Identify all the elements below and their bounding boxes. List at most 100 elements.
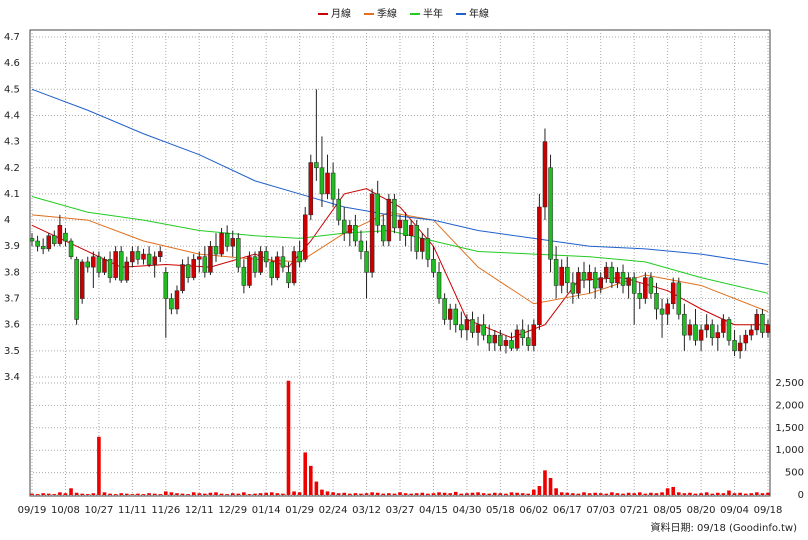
- volume-bar: [755, 492, 759, 495]
- candle-body: [453, 308, 459, 325]
- volume-bar: [342, 492, 347, 495]
- volume-bar: [52, 494, 57, 495]
- candle-body: [314, 162, 319, 169]
- volume-bar: [331, 492, 335, 495]
- candle-body: [637, 293, 643, 299]
- volume-bar: [738, 492, 742, 495]
- y-tick-label: 4.1: [4, 189, 20, 200]
- volume-bar: [236, 493, 241, 495]
- candle-body: [280, 256, 286, 268]
- candle-body: [157, 251, 163, 257]
- x-tick-label: 04/15: [419, 505, 448, 516]
- y-tick-label: 4: [4, 215, 10, 226]
- candle-body: [509, 340, 514, 349]
- candle-body: [263, 251, 269, 263]
- candle-body: [475, 324, 481, 333]
- candle-body: [693, 324, 698, 341]
- volume-bar: [230, 493, 235, 495]
- candle-body: [180, 264, 185, 291]
- volume-bar: [453, 491, 458, 495]
- candle-body: [481, 324, 486, 336]
- candle-body: [386, 198, 392, 242]
- candle-body: [375, 193, 380, 226]
- candle-body: [213, 245, 219, 255]
- volume-bar: [286, 380, 291, 495]
- candle-body: [185, 264, 191, 278]
- volume-bar: [258, 493, 263, 495]
- y-tick-label: 4.4: [4, 110, 20, 121]
- y-tick-label: 3.9: [4, 241, 20, 252]
- candle-body: [587, 272, 592, 281]
- candle-body: [297, 251, 302, 263]
- candle-body: [559, 266, 564, 286]
- volume-bar: [381, 493, 386, 495]
- candle-body: [682, 313, 687, 336]
- x-tick-label: 12/11: [185, 505, 214, 516]
- x-tick-label: 05/18: [486, 505, 515, 516]
- x-tick-label: 11/11: [118, 505, 147, 516]
- volume-bar: [576, 493, 581, 495]
- candle-body: [442, 298, 447, 320]
- volume-bar: [69, 488, 73, 495]
- candle-body: [704, 324, 709, 331]
- volume-bar: [559, 492, 564, 495]
- candle-body: [35, 240, 40, 247]
- volume-bar: [186, 494, 190, 495]
- volume-bar: [476, 492, 480, 495]
- candle-body: [581, 272, 587, 281]
- candle-body: [57, 225, 63, 244]
- volume-bar: [46, 493, 51, 495]
- volume-bar: [74, 492, 79, 495]
- candle-body: [163, 272, 169, 299]
- volume-bar: [169, 492, 174, 495]
- volume-bar: [247, 494, 252, 495]
- volume-bar: [219, 493, 224, 495]
- candle-body: [698, 329, 704, 341]
- volume-bar: [621, 493, 625, 495]
- x-tick-label: 03/12: [352, 505, 381, 516]
- volume-bar: [359, 493, 363, 495]
- volume-bar: [637, 492, 642, 495]
- volume-bar: [749, 493, 754, 495]
- candle-body: [626, 277, 631, 286]
- y-tick-label: 3.8: [4, 267, 20, 278]
- volume-bar: [63, 493, 68, 495]
- volume-bar: [314, 481, 319, 495]
- candle-body: [63, 232, 68, 242]
- legend-label: 季線: [377, 7, 397, 20]
- volume-bar: [152, 493, 157, 495]
- candle-body: [754, 313, 760, 331]
- candle-body: [425, 238, 431, 260]
- x-tick-label: 09/19: [18, 505, 47, 516]
- y2-tick-label: 2,000: [775, 400, 804, 411]
- candle-body: [492, 334, 498, 344]
- volume-bar: [649, 492, 653, 495]
- candle-body: [202, 256, 208, 273]
- y-tick-label: 4.3: [4, 137, 20, 148]
- candle-body: [224, 232, 230, 247]
- volume-bar: [35, 494, 40, 495]
- candle-body: [124, 261, 130, 281]
- x-tick-label: 07/21: [620, 505, 649, 516]
- volume-bar: [671, 486, 676, 495]
- x-tick-label: 08/20: [687, 505, 716, 516]
- volume-bar: [693, 493, 698, 495]
- candle-body: [29, 238, 35, 242]
- volume-bar: [269, 492, 274, 495]
- candle-body: [85, 261, 91, 268]
- candle-body: [643, 277, 648, 299]
- x-tick-label: 11/26: [151, 505, 180, 516]
- candle-body: [364, 251, 369, 273]
- volume-bar: [520, 493, 525, 495]
- volume-bar: [253, 493, 257, 495]
- candle-body: [79, 261, 85, 299]
- candle-body: [236, 238, 241, 268]
- volume-bar: [437, 492, 441, 495]
- x-tick-label: 06/02: [519, 505, 548, 516]
- volume-bar: [509, 492, 514, 495]
- volume-bar: [682, 493, 687, 495]
- volume-bar: [459, 493, 464, 495]
- candle-body: [631, 277, 637, 294]
- volume-bar: [175, 493, 179, 495]
